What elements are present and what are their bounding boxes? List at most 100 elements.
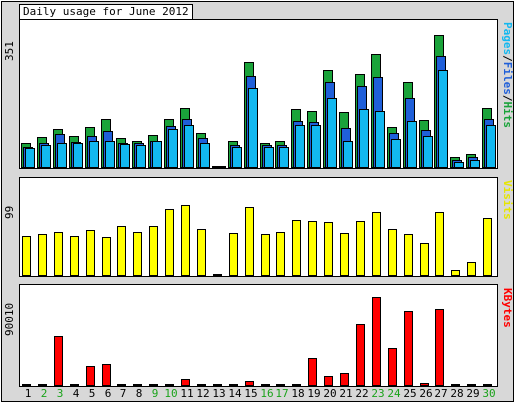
day-label-30: 30: [482, 387, 496, 400]
bar-kbytes-day-21: [340, 373, 349, 386]
day-label-15: 15: [244, 387, 258, 400]
bar-visits-day-9: [149, 226, 158, 276]
bar-pages-day-12: [200, 143, 210, 168]
bar-kbytes-day-20: [324, 376, 333, 386]
bar-visits-day-26: [420, 243, 429, 276]
bar-pages-day-21: [343, 141, 353, 168]
bar-visits-day-24: [388, 229, 397, 276]
bar-pages-day-20: [327, 98, 337, 168]
bar-pages-day-29: [470, 160, 480, 168]
day-label-10: 10: [164, 387, 178, 400]
panel2-ymax-label: 99: [3, 205, 16, 219]
bar-kbytes-day-16: [261, 384, 270, 386]
bar-visits-day-29: [467, 262, 476, 276]
bar-pages-day-1: [25, 148, 35, 168]
day-label-24: 24: [387, 387, 401, 400]
day-label-9: 9: [151, 387, 159, 400]
bar-pages-day-18: [295, 125, 305, 168]
day-label-25: 25: [403, 387, 417, 400]
day-label-29: 29: [466, 387, 480, 400]
legend-pages: Pages: [501, 22, 514, 56]
bar-kbytes-day-25: [404, 311, 413, 386]
bar-visits-day-3: [54, 232, 63, 276]
legend-sep-1: /: [501, 55, 514, 62]
bar-kbytes-day-22: [356, 324, 365, 386]
bar-kbytes-day-2: [38, 384, 47, 386]
bar-kbytes-day-13: [213, 384, 222, 386]
bar-pages-day-26: [423, 136, 433, 168]
bar-pages-day-30: [486, 125, 496, 168]
bar-visits-day-17: [276, 232, 285, 276]
bar-pages-day-17: [279, 147, 289, 168]
bar-pages-day-10: [168, 129, 178, 168]
day-label-27: 27: [434, 387, 448, 400]
day-label-28: 28: [450, 387, 464, 400]
bar-kbytes-day-4: [70, 384, 79, 386]
day-label-5: 5: [88, 387, 96, 400]
day-label-3: 3: [56, 387, 64, 400]
bar-kbytes-day-17: [276, 384, 285, 386]
legend-files: Files: [501, 61, 514, 95]
bar-pages-day-27: [438, 70, 448, 168]
bar-visits-day-22: [356, 221, 365, 276]
panel1-legend-label: Pages/Files/Hits: [500, 22, 514, 172]
day-label-14: 14: [228, 387, 242, 400]
bar-kbytes-day-30: [483, 384, 492, 386]
bar-pages-day-16: [264, 147, 274, 168]
bar-kbytes-day-9: [149, 384, 158, 386]
bar-visits-day-14: [229, 233, 238, 276]
bar-visits-day-16: [261, 234, 270, 276]
day-label-4: 4: [72, 387, 80, 400]
bar-pages-day-14: [232, 147, 242, 168]
day-label-8: 8: [135, 387, 143, 400]
bar-pages-day-8: [136, 145, 146, 168]
bar-kbytes-day-1: [22, 384, 31, 386]
bar-visits-day-20: [324, 222, 333, 276]
bar-kbytes-day-5: [86, 366, 95, 386]
panel3-legend-label: KBytes: [501, 288, 514, 328]
bar-pages-day-6: [105, 141, 115, 168]
bar-kbytes-day-23: [372, 297, 381, 386]
bar-pages-day-22: [359, 109, 369, 168]
day-label-7: 7: [119, 387, 127, 400]
day-label-2: 2: [40, 387, 48, 400]
bar-visits-day-4: [70, 236, 79, 276]
bar-kbytes-day-8: [133, 384, 142, 386]
day-label-1: 1: [24, 387, 32, 400]
bar-pages-day-2: [41, 145, 51, 168]
day-label-18: 18: [291, 387, 305, 400]
bar-kbytes-day-19: [308, 358, 317, 386]
bar-visits-day-1: [22, 236, 31, 276]
bar-kbytes-day-14: [229, 384, 238, 386]
bar-pages-day-24: [391, 139, 401, 168]
bar-visits-day-15: [245, 207, 254, 276]
day-label-19: 19: [307, 387, 321, 400]
day-label-21: 21: [339, 387, 353, 400]
bar-visits-day-6: [102, 237, 111, 276]
bar-kbytes-day-26: [420, 383, 429, 386]
day-label-12: 12: [196, 387, 210, 400]
bar-visits-day-28: [451, 270, 460, 276]
bar-visits-day-7: [117, 226, 126, 276]
bar-visits-day-23: [372, 212, 381, 276]
kbytes-panel: [19, 284, 498, 387]
bar-pages-day-28: [454, 162, 464, 168]
bar-pages-day-9: [152, 141, 162, 168]
bar-pages-day-4: [73, 143, 83, 168]
bar-pages-day-7: [120, 144, 130, 168]
day-label-13: 13: [212, 387, 226, 400]
bar-pages-day-3: [57, 143, 67, 168]
bar-visits-day-19: [308, 221, 317, 276]
day-label-23: 23: [371, 387, 385, 400]
bar-visits-day-2: [38, 234, 47, 276]
bar-visits-day-5: [86, 230, 95, 276]
bar-kbytes-day-6: [102, 364, 111, 386]
bar-kbytes-day-29: [467, 384, 476, 386]
bar-visits-day-8: [133, 232, 142, 276]
panel1-ymax-label: 351: [3, 41, 16, 61]
bar-kbytes-day-10: [165, 384, 174, 386]
bar-kbytes-day-11: [181, 379, 190, 386]
day-label-20: 20: [323, 387, 337, 400]
bar-pages-day-11: [184, 125, 194, 168]
